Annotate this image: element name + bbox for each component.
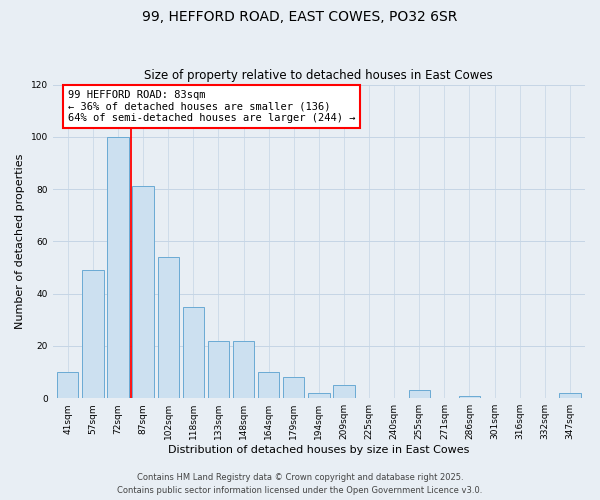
Text: 99, HEFFORD ROAD, EAST COWES, PO32 6SR: 99, HEFFORD ROAD, EAST COWES, PO32 6SR [142, 10, 458, 24]
Bar [409, 390, 430, 398]
Bar [133, 186, 154, 398]
X-axis label: Distribution of detached houses by size in East Cowes: Distribution of detached houses by size … [168, 445, 470, 455]
Bar [258, 372, 279, 398]
Bar [308, 393, 329, 398]
Bar [82, 270, 104, 398]
Bar [158, 257, 179, 398]
Bar [459, 396, 480, 398]
Bar [208, 340, 229, 398]
Bar [283, 378, 304, 398]
Bar [233, 340, 254, 398]
Bar [57, 372, 79, 398]
Title: Size of property relative to detached houses in East Cowes: Size of property relative to detached ho… [145, 69, 493, 82]
Text: Contains HM Land Registry data © Crown copyright and database right 2025.
Contai: Contains HM Land Registry data © Crown c… [118, 474, 482, 495]
Bar [559, 393, 581, 398]
Bar [333, 385, 355, 398]
Bar [182, 306, 204, 398]
Y-axis label: Number of detached properties: Number of detached properties [15, 154, 25, 329]
Text: 99 HEFFORD ROAD: 83sqm
← 36% of detached houses are smaller (136)
64% of semi-de: 99 HEFFORD ROAD: 83sqm ← 36% of detached… [68, 90, 355, 123]
Bar [107, 137, 128, 398]
